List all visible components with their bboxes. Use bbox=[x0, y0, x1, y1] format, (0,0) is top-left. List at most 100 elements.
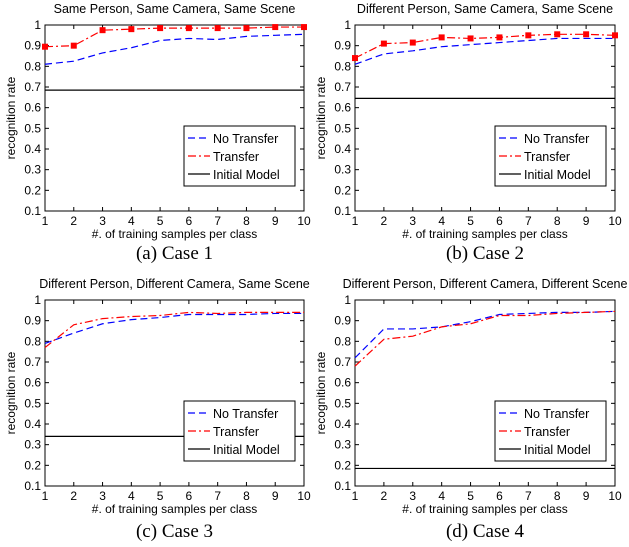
data-point-transfer bbox=[70, 42, 77, 49]
x-tick-label: 10 bbox=[608, 489, 622, 503]
x-tick-label: 7 bbox=[525, 489, 532, 503]
x-axis-label: #. of training samples per class bbox=[92, 227, 257, 241]
subfigure-caption: (c) Case 3 bbox=[136, 521, 213, 542]
y-tick-label: 0.5 bbox=[334, 396, 351, 410]
y-tick-label: 0.1 bbox=[334, 204, 351, 218]
x-tick-label: 9 bbox=[583, 489, 590, 503]
y-tick-label: 0.5 bbox=[24, 121, 41, 135]
x-tick-label: 6 bbox=[496, 489, 503, 503]
x-tick-label: 8 bbox=[554, 214, 561, 228]
x-tick-label: 6 bbox=[496, 214, 503, 228]
chart-panel-4: 1 2 3 4 5 6 7 8 9 10 0.1 0.2 0.3 0.4 0.5 0.6 0.7 0.8 0.9 1 D… bbox=[314, 277, 627, 542]
y-tick-label: 0.9 bbox=[334, 314, 351, 328]
subfigure-caption: (b) Case 2 bbox=[446, 243, 524, 264]
x-tick-label: 3 bbox=[409, 214, 416, 228]
data-point-transfer bbox=[554, 31, 561, 38]
x-tick-label: 5 bbox=[157, 214, 164, 228]
y-tick-label: 0.2 bbox=[334, 458, 351, 472]
x-tick-label: 5 bbox=[467, 214, 474, 228]
x-tick-label: 7 bbox=[214, 214, 221, 228]
x-tick-label: 7 bbox=[214, 489, 221, 503]
legend-box bbox=[183, 400, 296, 462]
y-tick-label: 0.6 bbox=[334, 376, 351, 390]
data-point-transfer bbox=[380, 40, 387, 47]
y-tick-label: 0.4 bbox=[334, 417, 351, 431]
series-line-transfer bbox=[354, 33, 616, 59]
x-tick-label: 9 bbox=[272, 214, 279, 228]
data-point-transfer bbox=[496, 34, 503, 41]
legend-label: No Transfer bbox=[524, 132, 589, 146]
x-tick-label: 1 bbox=[42, 214, 49, 228]
chart-panel-2: 1 2 3 4 5 6 7 8 9 100.10.20.30.40.50.60.70.80.91D… bbox=[314, 2, 622, 264]
data-point-transfer bbox=[214, 25, 221, 32]
subfigure-caption: (d) Case 4 bbox=[446, 521, 525, 542]
y-tick-label: 0.4 bbox=[24, 417, 41, 431]
series-line-transfer bbox=[354, 310, 616, 367]
data-point-transfer bbox=[157, 25, 164, 32]
y-tick-label: 0.5 bbox=[24, 396, 41, 410]
y-tick-label: 0.6 bbox=[24, 101, 41, 115]
data-point-transfer bbox=[185, 25, 192, 32]
data-point-transfer bbox=[438, 34, 445, 41]
x-tick-label: 1 bbox=[352, 489, 359, 503]
data-point-transfer bbox=[272, 24, 279, 31]
legend-label: Initial Model bbox=[524, 443, 591, 457]
x-tick-label: 4 bbox=[128, 489, 135, 503]
y-tick-label: 0.1 bbox=[24, 479, 41, 493]
chart-panel-3: 1 2 3 4 5 6 7 8 9 10 0.1 0.2 0.3 0.4 0.5 0.6 0.7 0.8 0.9 1 D… bbox=[4, 277, 311, 542]
x-tick-label: 5 bbox=[467, 489, 474, 503]
x-axis-label: #. of training samples per class bbox=[92, 502, 257, 516]
subfigure-caption: (a) Case 1 bbox=[136, 243, 213, 264]
y-tick-label: 0.2 bbox=[334, 183, 351, 197]
data-point-transfer bbox=[301, 24, 307, 31]
series-line-no-transfer bbox=[44, 33, 305, 65]
y-tick-label: 1 bbox=[344, 293, 351, 307]
y-tick-label: 1 bbox=[34, 18, 41, 32]
legend-label: No Transfer bbox=[524, 407, 589, 421]
y-tick-label: 0.8 bbox=[24, 59, 41, 73]
x-tick-label: 2 bbox=[70, 489, 77, 503]
x-tick-label: 2 bbox=[70, 214, 77, 228]
data-point-transfer bbox=[42, 43, 48, 50]
legend-label: Transfer bbox=[213, 150, 259, 164]
y-axis-label: recognition rate bbox=[4, 351, 18, 434]
chart-title: Different Person, Different Camera, Same… bbox=[39, 277, 310, 291]
legend-label: Initial Model bbox=[524, 168, 591, 182]
y-tick-label: 0.9 bbox=[334, 39, 351, 53]
x-tick-label: 5 bbox=[157, 489, 164, 503]
y-tick-label: 0.3 bbox=[24, 163, 41, 177]
y-tick-label: 0.7 bbox=[24, 80, 41, 94]
x-axis-label: #. of training samples per class bbox=[402, 502, 567, 516]
legend-label: Transfer bbox=[524, 150, 570, 164]
data-point-transfer bbox=[99, 27, 106, 34]
series-line-transfer bbox=[44, 311, 304, 349]
x-tick-label: 2 bbox=[381, 214, 388, 228]
y-tick-label: 0.3 bbox=[334, 163, 351, 177]
y-tick-label: 0.2 bbox=[24, 183, 41, 197]
legend-box bbox=[494, 125, 607, 187]
chart-title: Same Person, Same Camera, Same Scene bbox=[54, 2, 296, 16]
chart-panel-1: 1 2 3 4 5 6 7 8 9 100.10.20.30.40.50.60.70.80.91S… bbox=[4, 2, 311, 264]
data-point-transfer bbox=[612, 32, 618, 39]
legend-label: No Transfer bbox=[213, 407, 278, 421]
data-point-transfer bbox=[243, 25, 250, 32]
y-tick-label: 0.7 bbox=[334, 355, 351, 369]
y-tick-label: 0.3 bbox=[334, 438, 351, 452]
x-tick-label: 4 bbox=[128, 214, 135, 228]
x-tick-label: 3 bbox=[99, 214, 106, 228]
x-tick-label: 4 bbox=[438, 489, 445, 503]
legend-label: Initial Model bbox=[213, 443, 280, 457]
y-tick-label: 0.8 bbox=[334, 59, 351, 73]
y-axis-label: recognition rate bbox=[314, 76, 328, 159]
x-tick-label: 4 bbox=[438, 214, 445, 228]
series-line-no-transfer bbox=[354, 310, 616, 359]
y-axis-label: recognition rate bbox=[314, 351, 328, 434]
x-tick-label: 9 bbox=[583, 214, 590, 228]
x-tick-label: 3 bbox=[409, 489, 416, 503]
y-tick-label: 1 bbox=[34, 293, 41, 307]
series-line-no-transfer bbox=[44, 312, 304, 344]
x-tick-label: 8 bbox=[243, 489, 250, 503]
legend-label: No Transfer bbox=[213, 132, 278, 146]
x-tick-label: 7 bbox=[525, 214, 532, 228]
